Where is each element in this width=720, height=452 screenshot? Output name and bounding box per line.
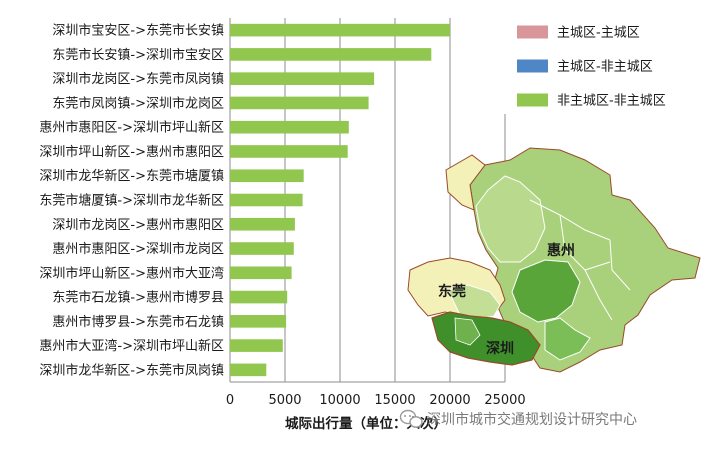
legend-swatch bbox=[517, 25, 548, 39]
category-label: 惠州市大亚湾->深圳市坪山新区 bbox=[39, 338, 224, 354]
category-label: 深圳市宝安区->东莞市长安镇 bbox=[52, 23, 224, 39]
map-region-huizhou-mid bbox=[544, 317, 591, 361]
category-label: 东莞市塘厦镇->深圳市龙华新区 bbox=[39, 193, 224, 209]
category-label: 东莞市石龙镇->惠州市博罗县 bbox=[52, 290, 224, 306]
map-boundaries bbox=[529, 199, 631, 321]
wechat-icon bbox=[399, 409, 423, 428]
watermark-text: 深圳市城市交通规划设计研究中心 bbox=[427, 411, 637, 428]
bar bbox=[230, 266, 292, 280]
watermark: 深圳市城市交通规划设计研究中心 bbox=[399, 409, 637, 428]
category-label: 深圳市龙岗区->惠州市惠阳区 bbox=[52, 217, 224, 233]
map-label-dongguan: 东莞 bbox=[438, 283, 466, 300]
category-label: 惠州市惠阳区->深圳市龙岗区 bbox=[52, 241, 224, 257]
bar bbox=[230, 169, 304, 183]
category-label: 惠州市博罗县->东莞市石龙镇 bbox=[52, 314, 224, 330]
legend-label: 主城区-非主城区 bbox=[557, 60, 653, 75]
category-label: 深圳市坪山新区->惠州市大亚湾 bbox=[39, 265, 224, 281]
x-tick-label: 25000 bbox=[484, 393, 525, 408]
bar bbox=[230, 315, 287, 328]
legend-swatch bbox=[517, 93, 548, 107]
category-label: 深圳市龙岗区->东莞市凤岗镇 bbox=[52, 71, 224, 87]
map-label-huizhou: 惠州 bbox=[547, 242, 575, 259]
category-label: 惠州市惠阳区->深圳市坪山新区 bbox=[39, 120, 224, 136]
bar bbox=[230, 23, 450, 37]
bar bbox=[230, 242, 294, 255]
x-tick-label: 20000 bbox=[429, 393, 470, 408]
bar-series bbox=[230, 23, 450, 377]
category-label: 深圳市龙华新区->东莞市凤岗镇 bbox=[39, 362, 224, 378]
bar bbox=[230, 145, 348, 158]
legend-label: 非主城区-非主城区 bbox=[557, 94, 666, 109]
x-tick-label: 0 bbox=[226, 393, 234, 408]
x-tick-label: 10000 bbox=[319, 393, 360, 408]
bar bbox=[230, 290, 288, 304]
legend-label: 主城区-主城区 bbox=[557, 26, 640, 41]
map-label-shenzhen: 深圳 bbox=[486, 340, 514, 357]
bar bbox=[230, 72, 375, 85]
map-inset: 惠州 东莞 深圳 bbox=[407, 147, 701, 373]
map-region-huizhou-dark bbox=[511, 259, 581, 323]
x-axis-label: 城际出行量（单位：人次） bbox=[285, 415, 447, 432]
bar bbox=[230, 363, 267, 377]
x-tick-label: 5000 bbox=[268, 393, 301, 408]
bar bbox=[230, 193, 303, 207]
bar bbox=[230, 120, 349, 134]
map-region-huizhou-north bbox=[475, 175, 546, 263]
bar bbox=[230, 339, 283, 352]
legend-swatch bbox=[517, 59, 548, 73]
bar bbox=[230, 217, 295, 231]
map-region-shenzhen-light bbox=[454, 317, 481, 346]
x-tick-labels: 0 5000 10000 15000 20000 25000 bbox=[226, 393, 526, 408]
category-label: 东莞市长安镇->深圳市宝安区 bbox=[52, 47, 224, 63]
category-labels: 深圳市宝安区->东莞市长安镇东莞市长安镇->深圳市宝安区深圳市龙岗区->东莞市凤… bbox=[39, 23, 224, 379]
category-label: 深圳市坪山新区->惠州市惠阳区 bbox=[39, 144, 224, 160]
map-region-huizhou-yellow bbox=[445, 154, 486, 211]
x-tick-label: 15000 bbox=[374, 393, 415, 408]
category-label: 东莞市凤岗镇->深圳市龙岗区 bbox=[52, 95, 224, 111]
category-label: 深圳市龙华新区->东莞市塘厦镇 bbox=[39, 168, 224, 184]
bar bbox=[230, 96, 369, 110]
bar bbox=[230, 48, 432, 61]
